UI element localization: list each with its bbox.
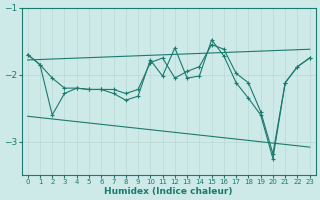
X-axis label: Humidex (Indice chaleur): Humidex (Indice chaleur) bbox=[104, 187, 233, 196]
